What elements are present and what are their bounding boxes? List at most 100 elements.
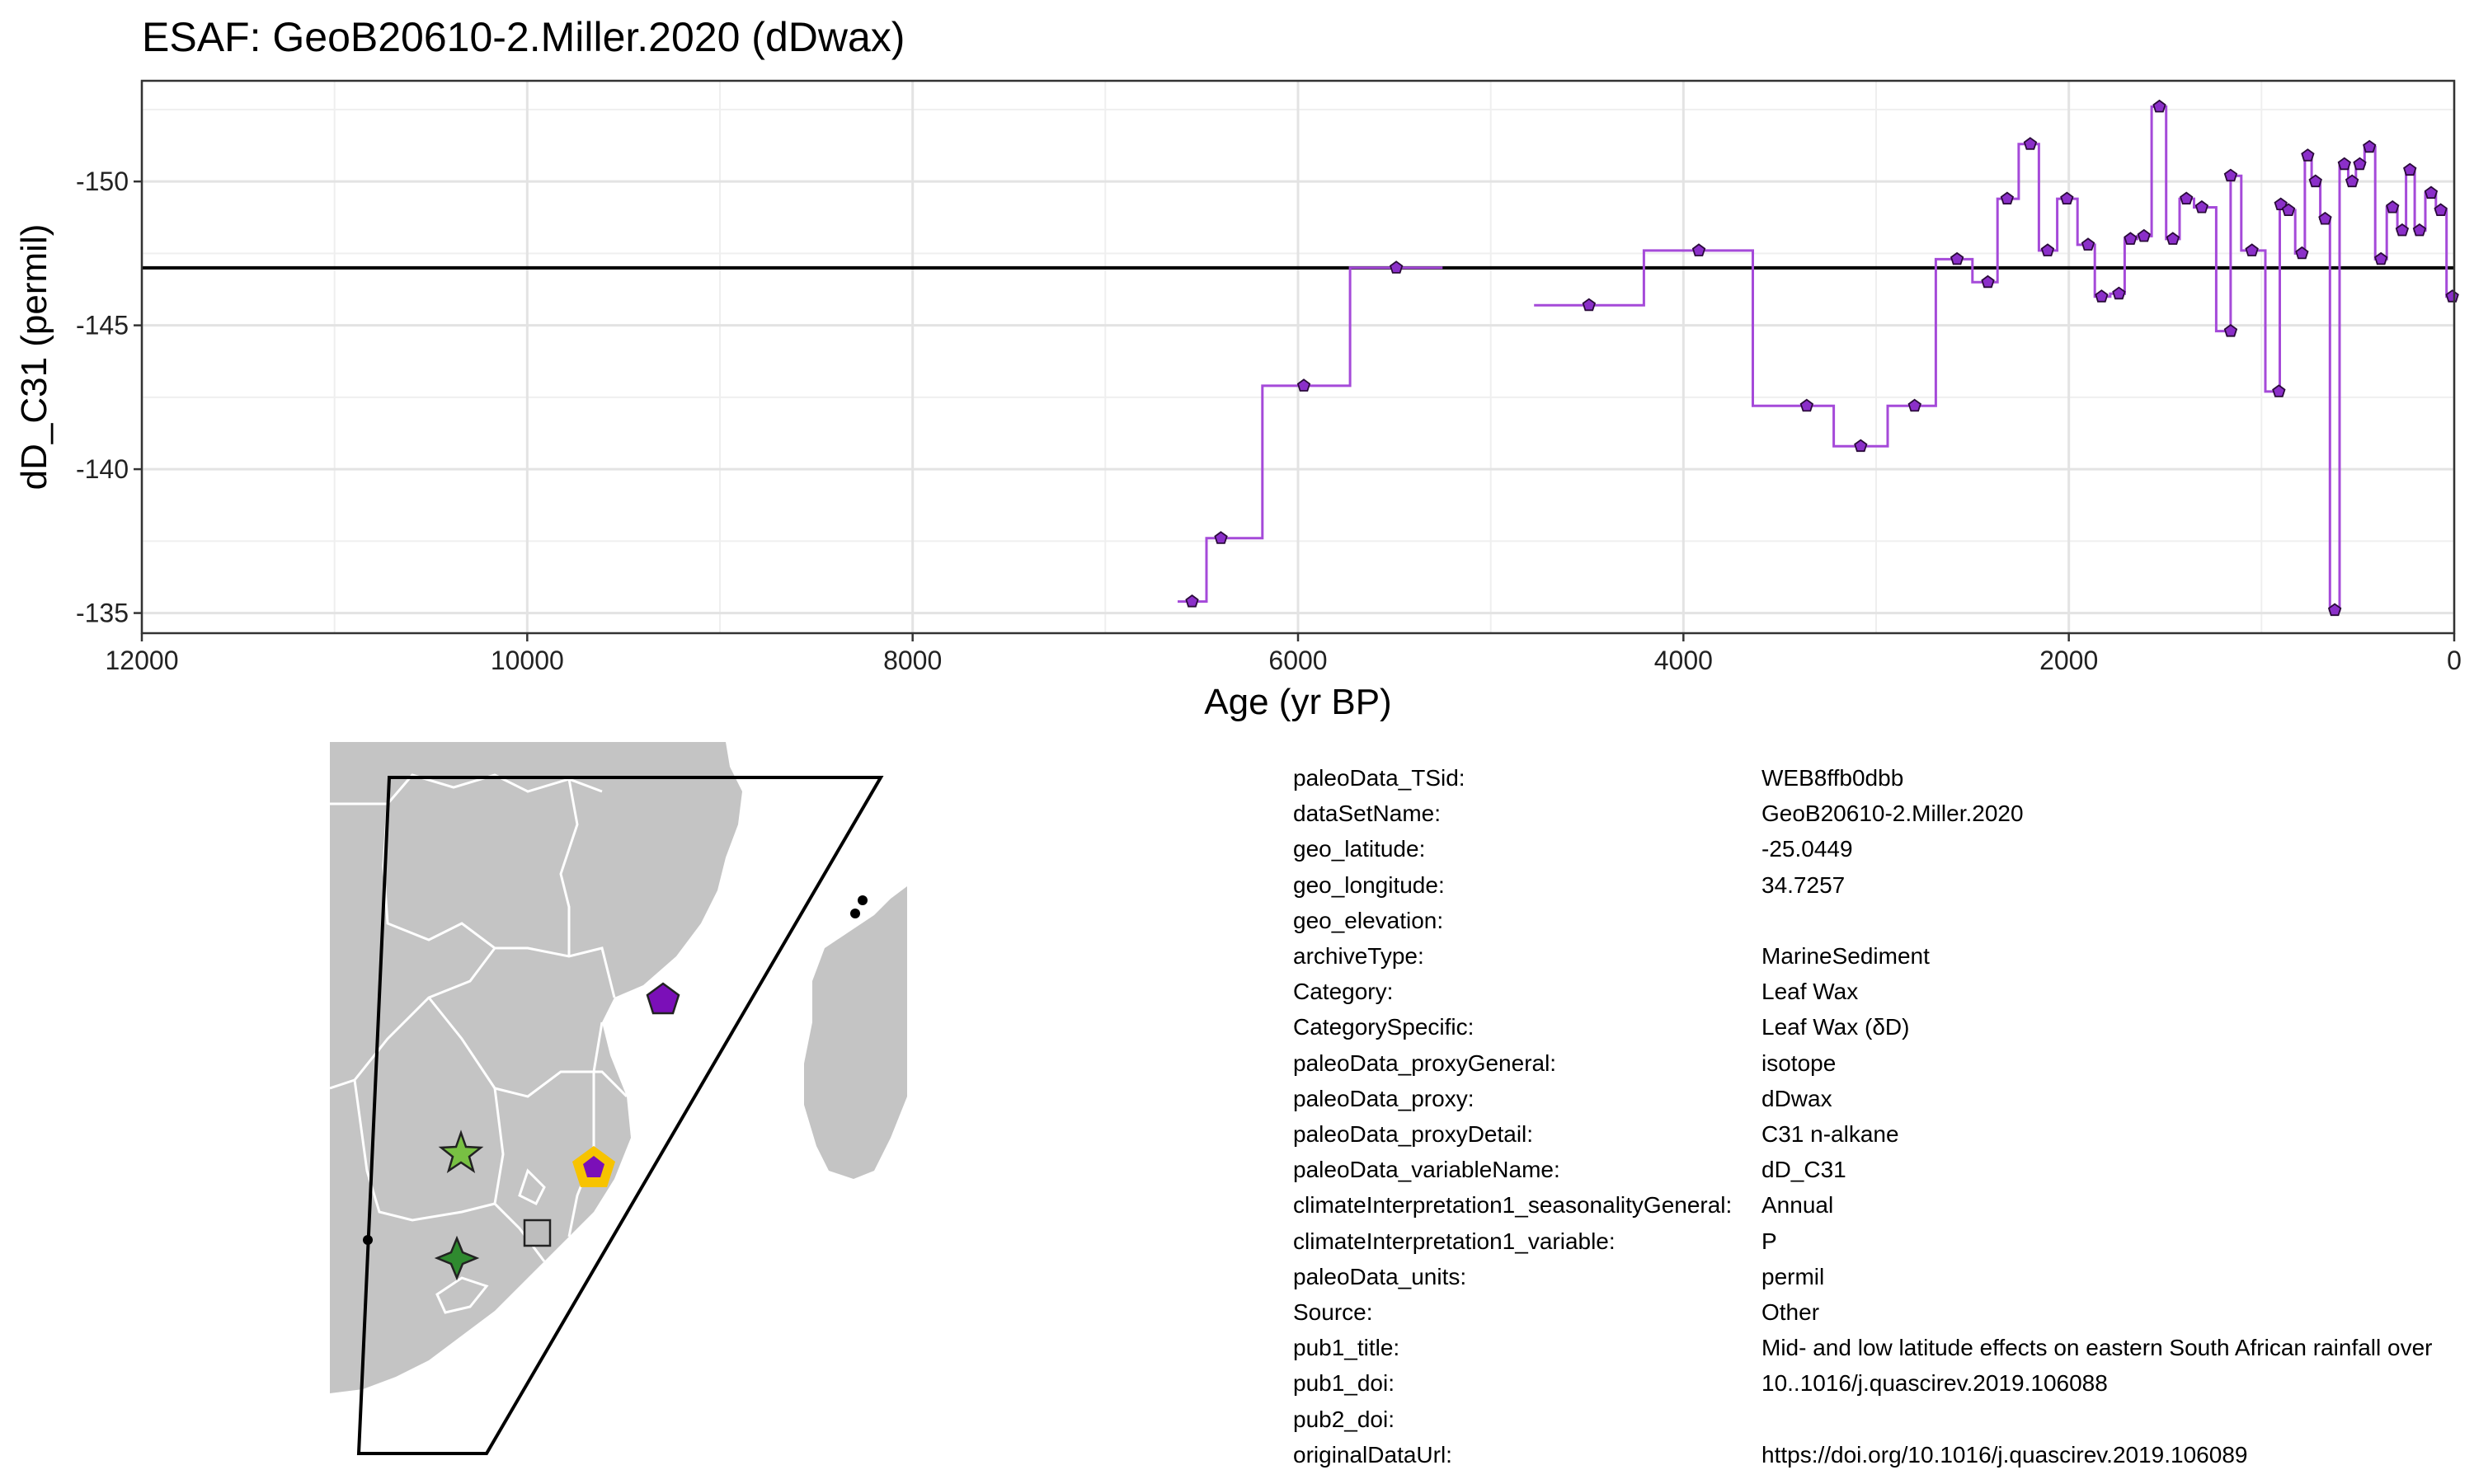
metadata-value: isotope — [1761, 1050, 1837, 1076]
y-axis-title: dD_C31 (permil) — [14, 224, 54, 491]
data-point — [2318, 211, 2332, 225]
metadata-value: dDwax — [1761, 1085, 1832, 1111]
metadata-value: Leaf Wax — [1761, 979, 1859, 1005]
country-borders — [330, 773, 628, 1314]
x-tick-label: 0 — [2447, 646, 2462, 675]
metadata-value: Mid- and low latitude effects on eastern… — [1761, 1335, 2433, 1361]
metadata-row: originalDataUrl: https://doi.org/10.1016/… — [1293, 1437, 2474, 1472]
metadata-row: archiveType: MarineSediment — [1293, 938, 2474, 974]
x-axis-ticks: 12000 10000 8000 6000 4000 2000 0 — [106, 633, 2462, 675]
metadata-value: dD_C31 — [1761, 1157, 1846, 1183]
location-map — [330, 742, 907, 1455]
y-tick-label: -150 — [76, 167, 129, 196]
metadata-key: pub2_doi: — [1293, 1406, 1395, 1432]
data-point — [1950, 251, 1964, 265]
metadata-key: pub1_title: — [1293, 1335, 1400, 1361]
grey-square-marker — [523, 1219, 552, 1247]
metadata-key: geo_latitude: — [1293, 836, 1426, 862]
metadata-row: geo_longitude: 34.7257 — [1293, 867, 2474, 903]
metadata-row: geo_elevation: — [1293, 903, 2474, 938]
data-point — [1214, 531, 1228, 544]
metadata-key: dataSetName: — [1293, 801, 1441, 827]
metadata-value: MarineSediment — [1761, 943, 1930, 970]
data-point — [2337, 157, 2351, 171]
data-point — [2023, 137, 2038, 150]
data-point — [2180, 191, 2194, 205]
metadata-key: paleoData_proxyDetail: — [1293, 1121, 1534, 1148]
series-layer — [1178, 99, 2459, 617]
data-point — [2152, 99, 2166, 113]
highlighted-pentagon-center — [583, 1156, 604, 1177]
data-point — [2272, 384, 2286, 397]
metadata-key: CategorySpecific: — [1293, 1014, 1475, 1040]
metadata-value: 34.7257 — [1761, 871, 1846, 898]
data-point — [2363, 139, 2377, 153]
data-point — [2327, 603, 2342, 617]
metadata-row: climateInterpretation1_variable: P — [1293, 1223, 2474, 1259]
data-point — [1799, 398, 1814, 412]
metadata-key: paleoData_variableName: — [1293, 1157, 1560, 1183]
data-point — [1691, 243, 1706, 256]
site-dot — [858, 895, 868, 905]
metadata-row: paleoData_proxy: dDwax — [1293, 1081, 2474, 1116]
metadata-key: paleoData_proxy: — [1293, 1085, 1475, 1111]
metadata-value: WEB8ffb0dbb — [1761, 765, 1904, 791]
metadata-key: climateInterpretation1_seasonalityGenera… — [1293, 1192, 1733, 1219]
metadata-row: geo_latitude: -25.0449 — [1293, 831, 2474, 866]
metadata-value: permil — [1761, 1263, 1825, 1289]
data-point — [2295, 246, 2309, 260]
data-point — [2353, 157, 2367, 171]
data-point — [2137, 228, 2151, 242]
metadata-row: pub1_doi: 10..1016/j.quascirev.2019.10608… — [1293, 1365, 2474, 1401]
data-point — [2194, 200, 2209, 214]
data-point — [1854, 439, 1868, 453]
metadata-value: GeoB20610-2.Miller.2020 — [1761, 801, 2024, 827]
metadata-row: climateInterpretation1_seasonalityGenera… — [1293, 1187, 2474, 1223]
africa-landmass — [330, 742, 742, 1393]
data-point — [2124, 232, 2138, 245]
metadata-value: 10..1016/j.quascirev.2019.106088 — [1761, 1370, 2108, 1397]
madagascar-landmass — [804, 886, 907, 1179]
data-point — [2040, 243, 2055, 256]
data-point — [2403, 162, 2417, 176]
metadata-row: pub2_doi: — [1293, 1402, 2474, 1437]
x-tick-label: 12000 — [106, 646, 179, 675]
data-point — [2281, 203, 2296, 217]
x-tick-label: 6000 — [1268, 646, 1327, 675]
data-point — [2095, 289, 2109, 303]
metadata-table: paleoData_TSid: WEB8ffb0dbb dataSetName: Ge… — [1293, 760, 2474, 1472]
x-tick-label: 10000 — [491, 646, 564, 675]
light-green-star-marker — [438, 1129, 484, 1173]
x-tick-label: 2000 — [2039, 646, 2098, 675]
x-tick-label: 8000 — [883, 646, 942, 675]
metadata-row: paleoData_proxyDetail: C31 n-alkane — [1293, 1116, 2474, 1152]
site-dot — [850, 909, 860, 918]
metadata-row: paleoData_TSid: WEB8ffb0dbb — [1293, 760, 2474, 796]
dark-green-four-point-star-marker — [434, 1235, 480, 1281]
metadata-value: C31 n-alkane — [1761, 1121, 1899, 1148]
data-point — [2395, 223, 2410, 237]
metadata-key: originalDataUrl: — [1293, 1441, 1452, 1468]
metadata-value: Other — [1761, 1299, 1820, 1326]
data-point — [2166, 232, 2180, 245]
metadata-row: dataSetName: GeoB20610-2.Miller.2020 — [1293, 796, 2474, 831]
metadata-value — [1761, 903, 2474, 938]
metadata-key: climateInterpretation1_variable: — [1293, 1228, 1616, 1254]
metadata-key: geo_longitude: — [1293, 871, 1445, 898]
metadata-row: Category: Leaf Wax — [1293, 974, 2474, 1009]
data-point — [2223, 168, 2238, 182]
metadata-value: Annual — [1761, 1192, 1834, 1219]
site-dot — [363, 1235, 373, 1245]
data-point — [2223, 323, 2238, 337]
data-point — [2434, 203, 2448, 217]
metadata-row: CategorySpecific: Leaf Wax (δD) — [1293, 1009, 2474, 1045]
metadata-row: paleoData_variableName: dD_C31 — [1293, 1152, 2474, 1187]
metadata-value: -25.0449 — [1761, 836, 1853, 862]
metadata-key: paleoData_units: — [1293, 1263, 1467, 1289]
metadata-value: P — [1761, 1228, 1777, 1254]
metadata-key: pub1_doi: — [1293, 1370, 1395, 1397]
x-axis-title: Age (yr BP) — [1204, 682, 1391, 722]
data-point — [2424, 186, 2439, 200]
region-polygon — [356, 776, 884, 1455]
